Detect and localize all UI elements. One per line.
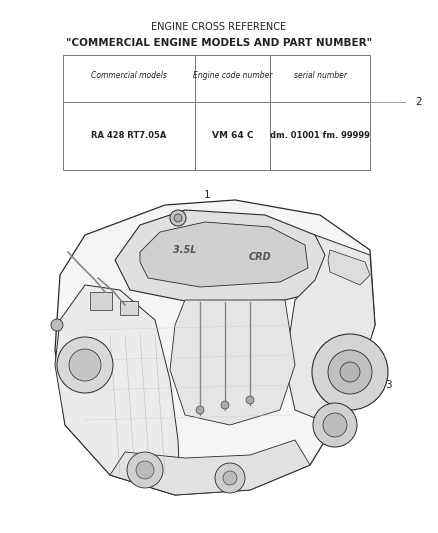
- Text: "COMMERCIAL ENGINE MODELS AND PART NUMBER": "COMMERCIAL ENGINE MODELS AND PART NUMBE…: [66, 38, 372, 48]
- Circle shape: [136, 461, 154, 479]
- Circle shape: [312, 334, 388, 410]
- Circle shape: [221, 401, 229, 409]
- Circle shape: [170, 210, 186, 226]
- Text: 1: 1: [204, 190, 210, 200]
- Circle shape: [69, 349, 101, 381]
- Circle shape: [340, 362, 360, 382]
- Polygon shape: [328, 250, 370, 285]
- Text: RA 428 RT7.05A: RA 428 RT7.05A: [91, 131, 167, 140]
- Text: CRD: CRD: [249, 252, 272, 262]
- Circle shape: [223, 471, 237, 485]
- Polygon shape: [55, 285, 180, 495]
- Circle shape: [215, 463, 245, 493]
- Circle shape: [313, 403, 357, 447]
- Polygon shape: [285, 235, 375, 420]
- Circle shape: [57, 337, 113, 393]
- Bar: [120, 301, 138, 315]
- Bar: [90, 292, 112, 310]
- Circle shape: [127, 452, 163, 488]
- Text: 2: 2: [415, 97, 422, 107]
- Text: Commercial models: Commercial models: [91, 70, 167, 79]
- Circle shape: [51, 319, 63, 331]
- Circle shape: [323, 413, 347, 437]
- Polygon shape: [55, 200, 375, 495]
- Circle shape: [196, 406, 204, 414]
- Circle shape: [246, 396, 254, 404]
- Polygon shape: [140, 222, 308, 287]
- Bar: [63, 55, 370, 170]
- Polygon shape: [110, 440, 310, 495]
- Text: Engine code number: Engine code number: [193, 70, 272, 79]
- Text: 3.5L: 3.5L: [173, 245, 197, 255]
- Text: dm. 01001 fm. 99999: dm. 01001 fm. 99999: [270, 131, 370, 140]
- Text: 3: 3: [385, 380, 392, 390]
- Polygon shape: [115, 210, 330, 302]
- Text: ENGINE CROSS REFERENCE: ENGINE CROSS REFERENCE: [152, 22, 286, 32]
- Text: serial number: serial number: [293, 70, 346, 79]
- Circle shape: [174, 214, 182, 222]
- Circle shape: [328, 350, 372, 394]
- Polygon shape: [170, 300, 295, 425]
- Text: VM 64 C: VM 64 C: [212, 131, 253, 140]
